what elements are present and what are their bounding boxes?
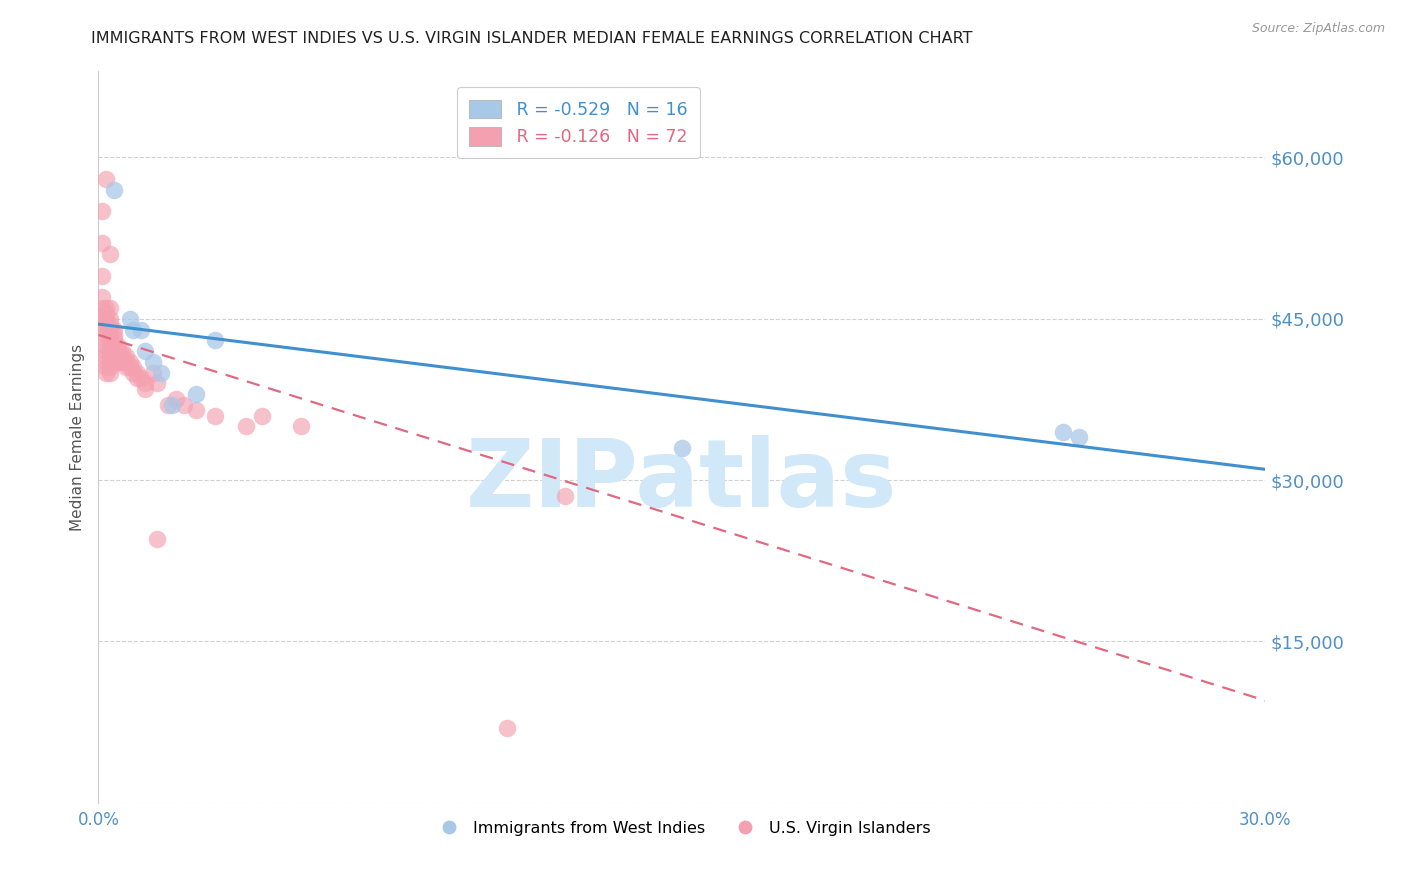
Point [96,311,118,326]
Point [496,721,519,735]
Point [96,327,118,342]
Point [142,355,165,369]
Y-axis label: Median Female Earnings: Median Female Earnings [69,343,84,531]
Point [91,290,114,304]
Point [122,360,145,375]
Point [98,317,121,331]
Point [671,441,693,455]
Point [98,333,121,347]
Point [98,322,121,336]
Point [91,204,114,219]
Point [96,322,118,336]
Point [250,409,273,423]
Point [114,360,136,375]
Point [96,366,118,380]
Point [107,355,129,369]
Point [98,360,121,375]
Point [107,338,129,352]
Point [96,172,118,186]
Point [103,350,125,364]
Point [96,333,118,347]
Point [114,350,136,364]
Point [103,327,125,342]
Point [129,371,152,385]
Point [114,355,136,369]
Point [103,344,125,359]
Point [96,344,118,359]
Text: ZIPatlas: ZIPatlas [467,435,897,527]
Point [96,360,118,375]
Point [122,366,145,380]
Point [129,322,152,336]
Point [184,403,207,417]
Point [98,311,121,326]
Point [98,338,121,352]
Point [127,366,149,380]
Point [149,366,172,380]
Legend: Immigrants from West Indies, U.S. Virgin Islanders: Immigrants from West Indies, U.S. Virgin… [427,814,936,842]
Point [1052,425,1074,439]
Point [134,382,156,396]
Point [554,489,576,503]
Point [122,322,145,336]
Point [1067,430,1090,444]
Text: IMMIGRANTS FROM WEST INDIES VS U.S. VIRGIN ISLANDER MEDIAN FEMALE EARNINGS CORRE: IMMIGRANTS FROM WEST INDIES VS U.S. VIRG… [91,31,973,46]
Point [103,322,125,336]
Point [107,344,129,359]
Point [96,306,118,320]
Point [103,333,125,347]
Text: Source: ZipAtlas.com: Source: ZipAtlas.com [1251,22,1385,36]
Point [127,371,149,385]
Point [146,533,169,547]
Point [98,327,121,342]
Point [146,376,169,391]
Point [91,268,114,283]
Point [165,392,187,407]
Point [111,355,134,369]
Point [96,301,118,315]
Point [96,350,118,364]
Point [98,344,121,359]
Point [235,419,257,434]
Point [98,366,121,380]
Point [204,333,226,347]
Point [111,344,134,359]
Point [134,344,156,359]
Point [98,350,121,364]
Point [142,366,165,380]
Point [118,355,141,369]
Point [157,398,180,412]
Point [98,247,121,261]
Point [118,311,141,326]
Point [96,317,118,331]
Point [96,355,118,369]
Point [204,409,226,423]
Point [103,183,125,197]
Point [134,376,156,391]
Point [98,355,121,369]
Point [107,350,129,364]
Point [91,236,114,251]
Point [96,338,118,352]
Point [184,387,207,401]
Point [162,398,184,412]
Point [98,301,121,315]
Point [91,317,114,331]
Point [118,360,141,375]
Point [173,398,195,412]
Point [103,355,125,369]
Point [111,350,134,364]
Point [91,301,114,315]
Point [290,419,312,434]
